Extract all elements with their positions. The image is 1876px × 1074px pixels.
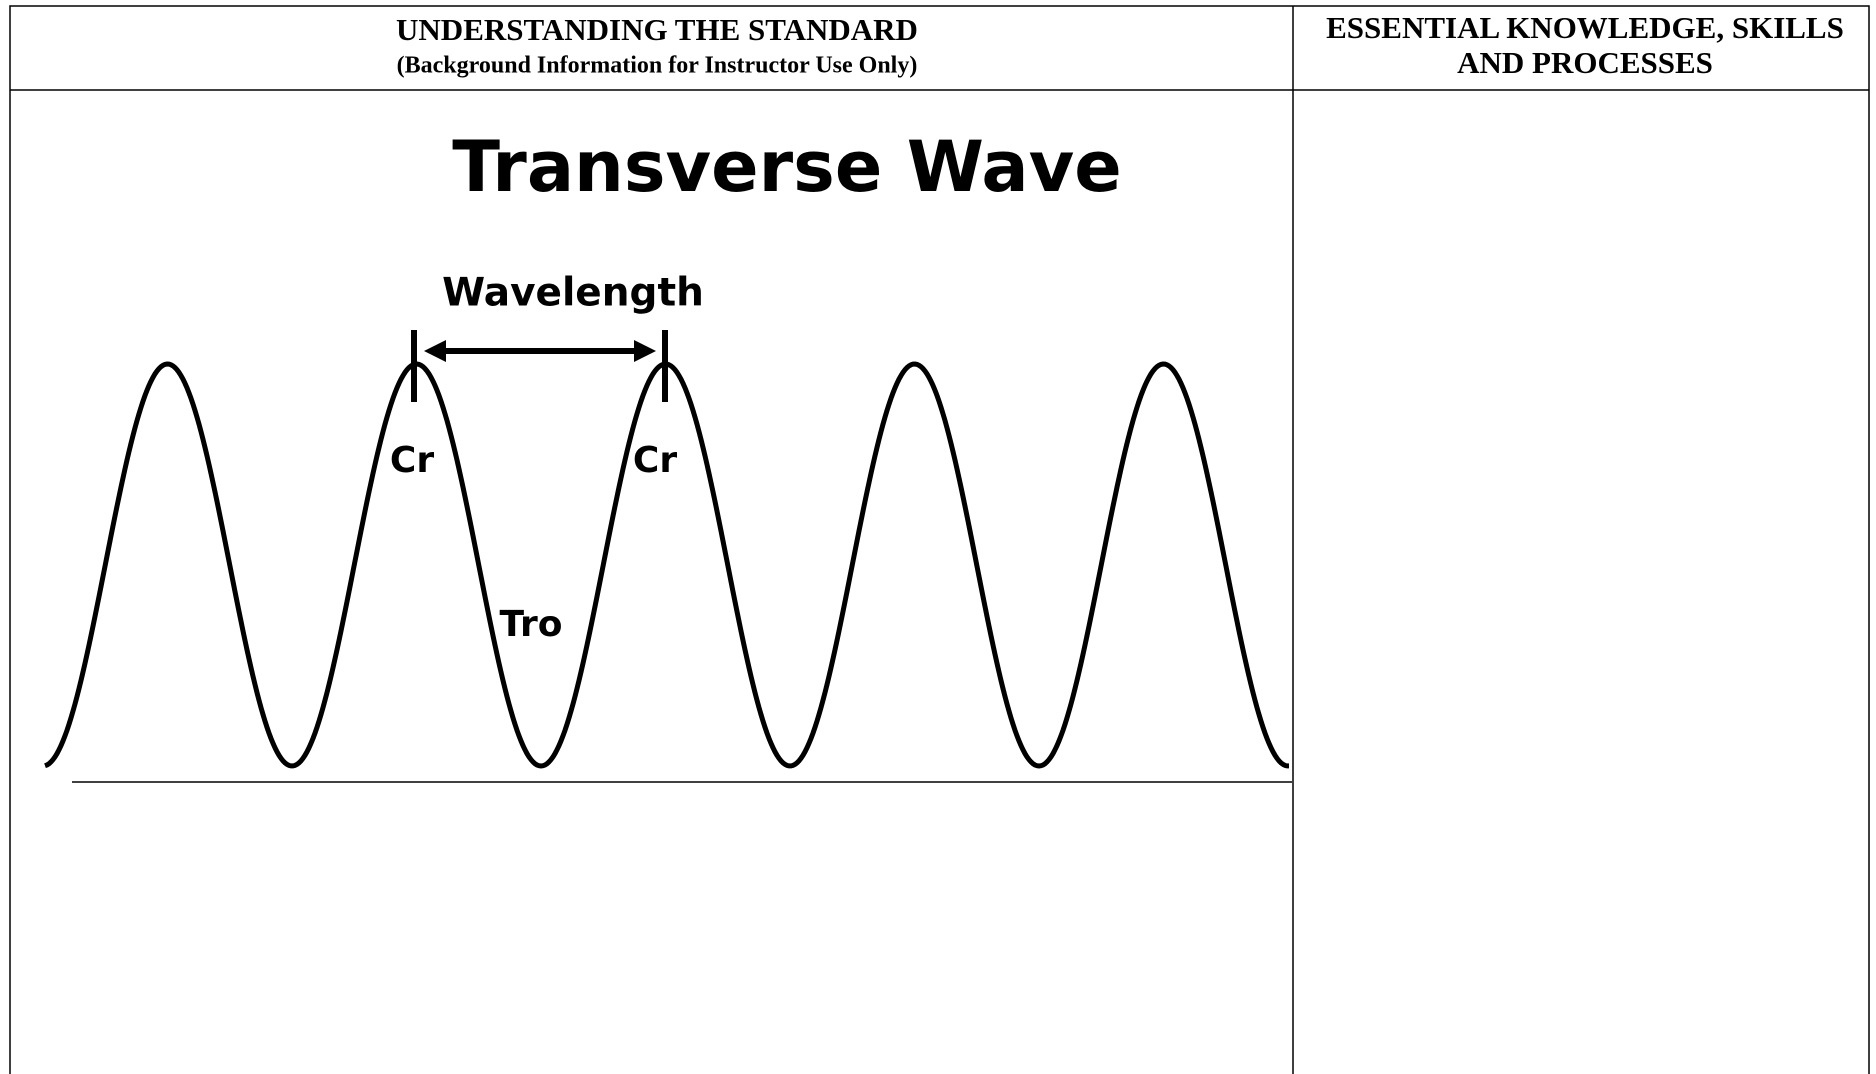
right-header: ESSENTIAL KNOWLEDGE, SKILLS <box>1326 10 1844 45</box>
wave <box>44 361 1289 769</box>
crest-label: Cr <box>390 440 434 481</box>
arrow-head <box>424 340 446 362</box>
arrow-head <box>634 340 656 362</box>
table-border <box>9 5 1870 1074</box>
diagram-title: Transverse Wave <box>452 126 1122 208</box>
left-subheader: (Background Information for Instructor U… <box>397 53 918 79</box>
trough-label: Tro <box>499 604 562 645</box>
left-header: UNDERSTANDING THE STANDARD <box>396 12 918 47</box>
wavelength-label: Wavelength <box>442 271 704 316</box>
right-header: AND PROCESSES <box>1457 45 1713 80</box>
crest-label: Cr <box>633 440 677 481</box>
